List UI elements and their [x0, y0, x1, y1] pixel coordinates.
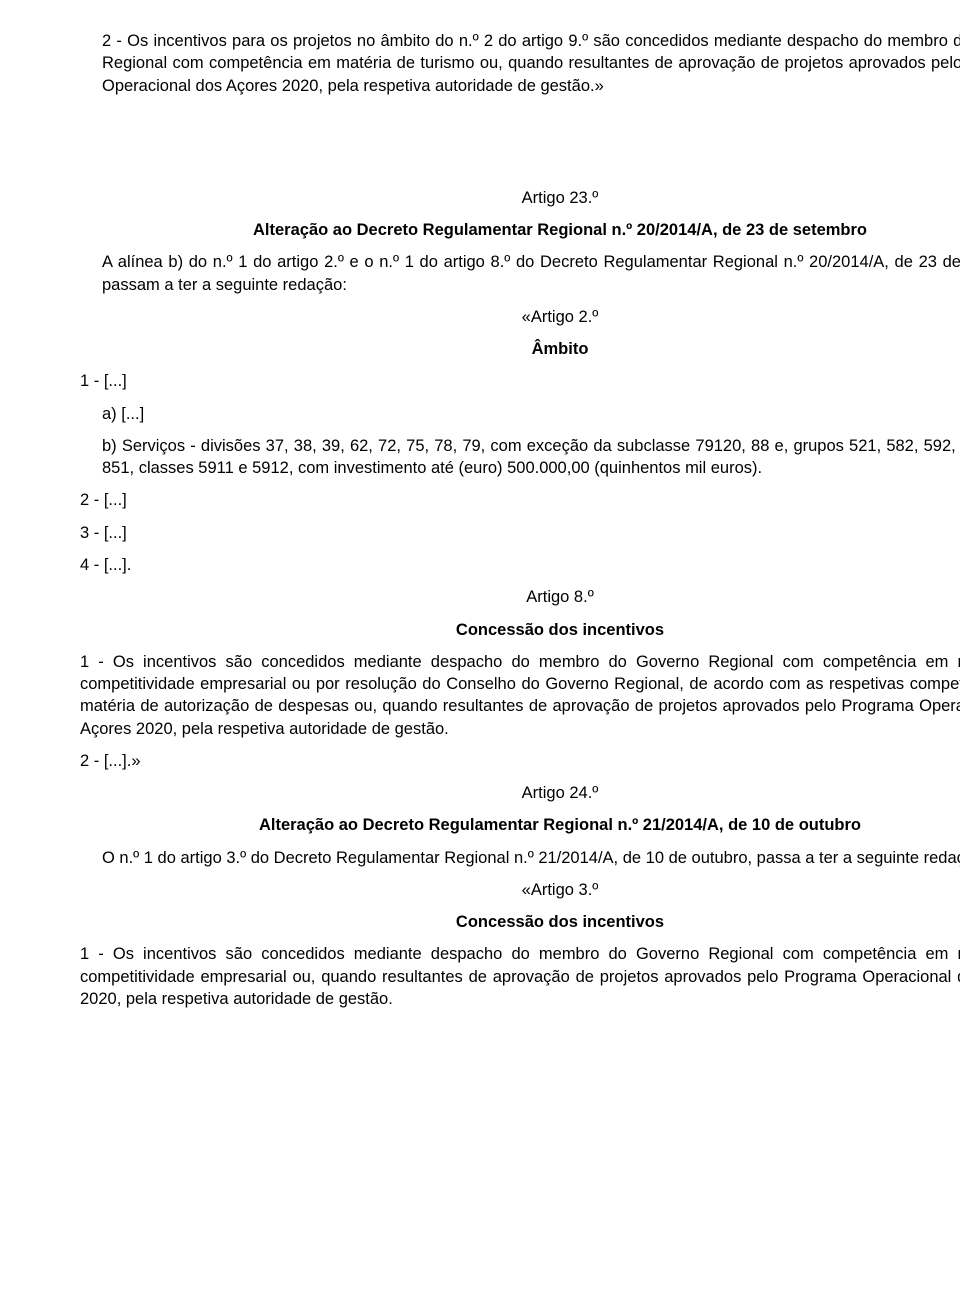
artigo-23-body: A alínea b) do n.º 1 do artigo 2.º e o n… — [80, 251, 960, 296]
list-item-2: 2 - [...] — [80, 489, 960, 511]
artigo-3-p1: 1 - Os incentivos são concedidos mediant… — [80, 943, 960, 1010]
artigo-2-heading: «Artigo 2.º — [80, 306, 960, 328]
artigo-8-p1: 1 - Os incentivos são concedidos mediant… — [80, 651, 960, 740]
paragraph-intro: 2 - Os incentivos para os projetos no âm… — [80, 30, 960, 97]
artigo-24-heading: Artigo 24.º — [80, 782, 960, 804]
list-item-4: 4 - [...]. — [80, 554, 960, 576]
artigo-8-p2: 2 - [...].» — [80, 750, 960, 772]
list-item-1b: b) Serviços - divisões 37, 38, 39, 62, 7… — [80, 435, 960, 480]
artigo-2-title: Âmbito — [80, 338, 960, 360]
artigo-3-title: Concessão dos incentivos — [80, 911, 960, 933]
list-item-1a: a) [...] — [80, 403, 960, 425]
list-item-1: 1 - [...] — [80, 370, 960, 392]
artigo-24-title: Alteração ao Decreto Regulamentar Region… — [80, 814, 960, 836]
artigo-23-heading: Artigo 23.º — [80, 187, 960, 209]
artigo-8-title: Concessão dos incentivos — [80, 619, 960, 641]
artigo-24-body: O n.º 1 do artigo 3.º do Decreto Regulam… — [80, 847, 960, 869]
artigo-23-title: Alteração ao Decreto Regulamentar Region… — [80, 219, 960, 241]
list-item-3: 3 - [...] — [80, 522, 960, 544]
artigo-3-heading: «Artigo 3.º — [80, 879, 960, 901]
artigo-8-heading: Artigo 8.º — [80, 586, 960, 608]
